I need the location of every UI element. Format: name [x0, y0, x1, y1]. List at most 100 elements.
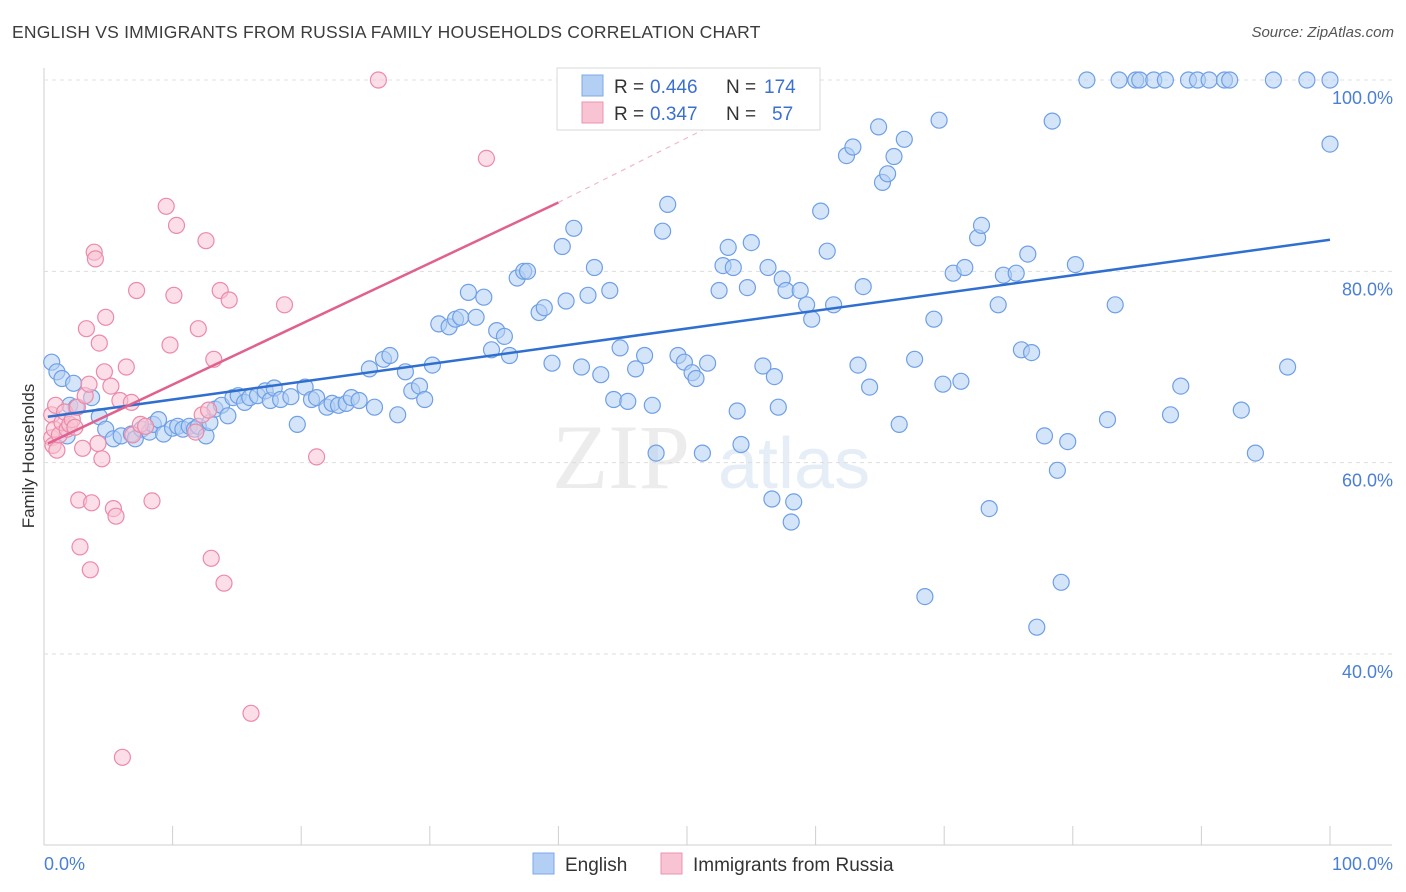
english-point: [769, 398, 787, 416]
english-point: [288, 415, 306, 433]
legend-bottom-swatch-russia: [660, 852, 683, 875]
english-point: [860, 378, 879, 396]
x-ticks: 0.0% 100.0%: [43, 826, 1393, 874]
english-point: [659, 195, 677, 213]
english-point: [467, 308, 485, 326]
series-russia: [43, 71, 495, 766]
english-point: [1019, 245, 1037, 263]
english-point: [653, 222, 672, 240]
english-point: [1110, 71, 1128, 89]
english-point: [626, 360, 645, 378]
english-point: [849, 356, 867, 374]
english-point: [1007, 264, 1025, 282]
russia-point: [81, 561, 99, 579]
english-point: [972, 216, 991, 234]
russia-point: [113, 748, 132, 766]
legend-bottom-swatch-english: [532, 852, 555, 875]
english-point: [812, 202, 830, 220]
english-point: [647, 444, 665, 462]
english-point: [1106, 296, 1124, 314]
russia-point: [73, 439, 92, 457]
english-point: [765, 368, 784, 386]
english-point: [643, 396, 661, 414]
english-point: [742, 234, 760, 252]
english-point: [1059, 433, 1077, 451]
russia-point: [161, 336, 179, 354]
english-point: [824, 296, 843, 314]
russia-point: [220, 291, 238, 309]
russia-point: [200, 401, 218, 419]
english-point: [282, 388, 300, 406]
english-point: [572, 358, 591, 376]
english-point: [759, 258, 777, 277]
english-point: [693, 444, 712, 462]
russia-point: [242, 704, 260, 722]
english-point: [791, 281, 809, 300]
english-point: [635, 346, 654, 365]
russia-point: [197, 232, 215, 250]
y-axis-label: Family Households: [19, 384, 38, 529]
english-point: [1066, 256, 1085, 274]
english-point: [1298, 71, 1316, 89]
english-point: [1232, 401, 1250, 419]
english-point: [763, 490, 781, 508]
russia-point: [82, 494, 101, 512]
english-point: [360, 360, 378, 378]
english-point: [1048, 461, 1067, 479]
english-point: [585, 258, 604, 277]
english-point: [1161, 406, 1180, 424]
english-point: [1156, 71, 1175, 89]
russia-point: [80, 375, 98, 393]
russia-point: [90, 334, 108, 352]
russia-point: [165, 286, 183, 304]
english-point: [601, 281, 619, 300]
chart-source: Source: ZipAtlas.com: [1251, 24, 1394, 41]
russia-point: [86, 250, 105, 268]
english-point: [459, 283, 477, 301]
english-point: [738, 279, 757, 297]
english-point: [1278, 358, 1297, 376]
russia-point: [369, 71, 387, 89]
russia-point: [128, 281, 146, 300]
english-point: [854, 278, 872, 296]
trend-line-english: [47, 238, 1331, 418]
legend-r-label-russia: R =: [614, 104, 644, 125]
english-point: [687, 369, 705, 388]
english-point: [495, 327, 513, 345]
english-point: [611, 339, 629, 357]
english-point: [605, 390, 623, 409]
russia-point: [95, 363, 114, 381]
english-point: [350, 391, 368, 410]
english-point: [553, 237, 571, 256]
english-point: [989, 296, 1007, 314]
english-point: [219, 407, 237, 425]
english-point: [518, 262, 537, 280]
english-point: [980, 500, 998, 518]
english-point: [389, 406, 407, 424]
russia-point: [187, 423, 205, 441]
y-tick-label: 100.0%: [1332, 88, 1393, 108]
english-point: [1221, 71, 1239, 89]
russia-point: [102, 377, 120, 395]
english-point: [365, 398, 384, 416]
y-tick-label: 40.0%: [1342, 662, 1393, 682]
legend-n-english: 174: [764, 77, 796, 98]
russia-point: [275, 296, 294, 314]
english-point: [777, 281, 795, 300]
russia-point: [77, 320, 96, 338]
english-point: [1078, 71, 1096, 89]
english-point: [1246, 444, 1265, 462]
english-point: [1098, 411, 1117, 429]
english-point: [719, 238, 737, 256]
legend-bottom: English Immigrants from Russia: [532, 852, 894, 876]
english-point: [557, 292, 575, 310]
english-point: [543, 354, 561, 372]
english-point: [381, 346, 399, 365]
legend-n-label-russia: N =: [726, 104, 756, 125]
english-point: [818, 242, 836, 260]
english-point: [754, 357, 772, 375]
english-point: [930, 111, 948, 129]
russia-point: [93, 450, 111, 468]
legend-r-russia: 0.347: [650, 104, 698, 125]
english-point: [844, 138, 862, 156]
